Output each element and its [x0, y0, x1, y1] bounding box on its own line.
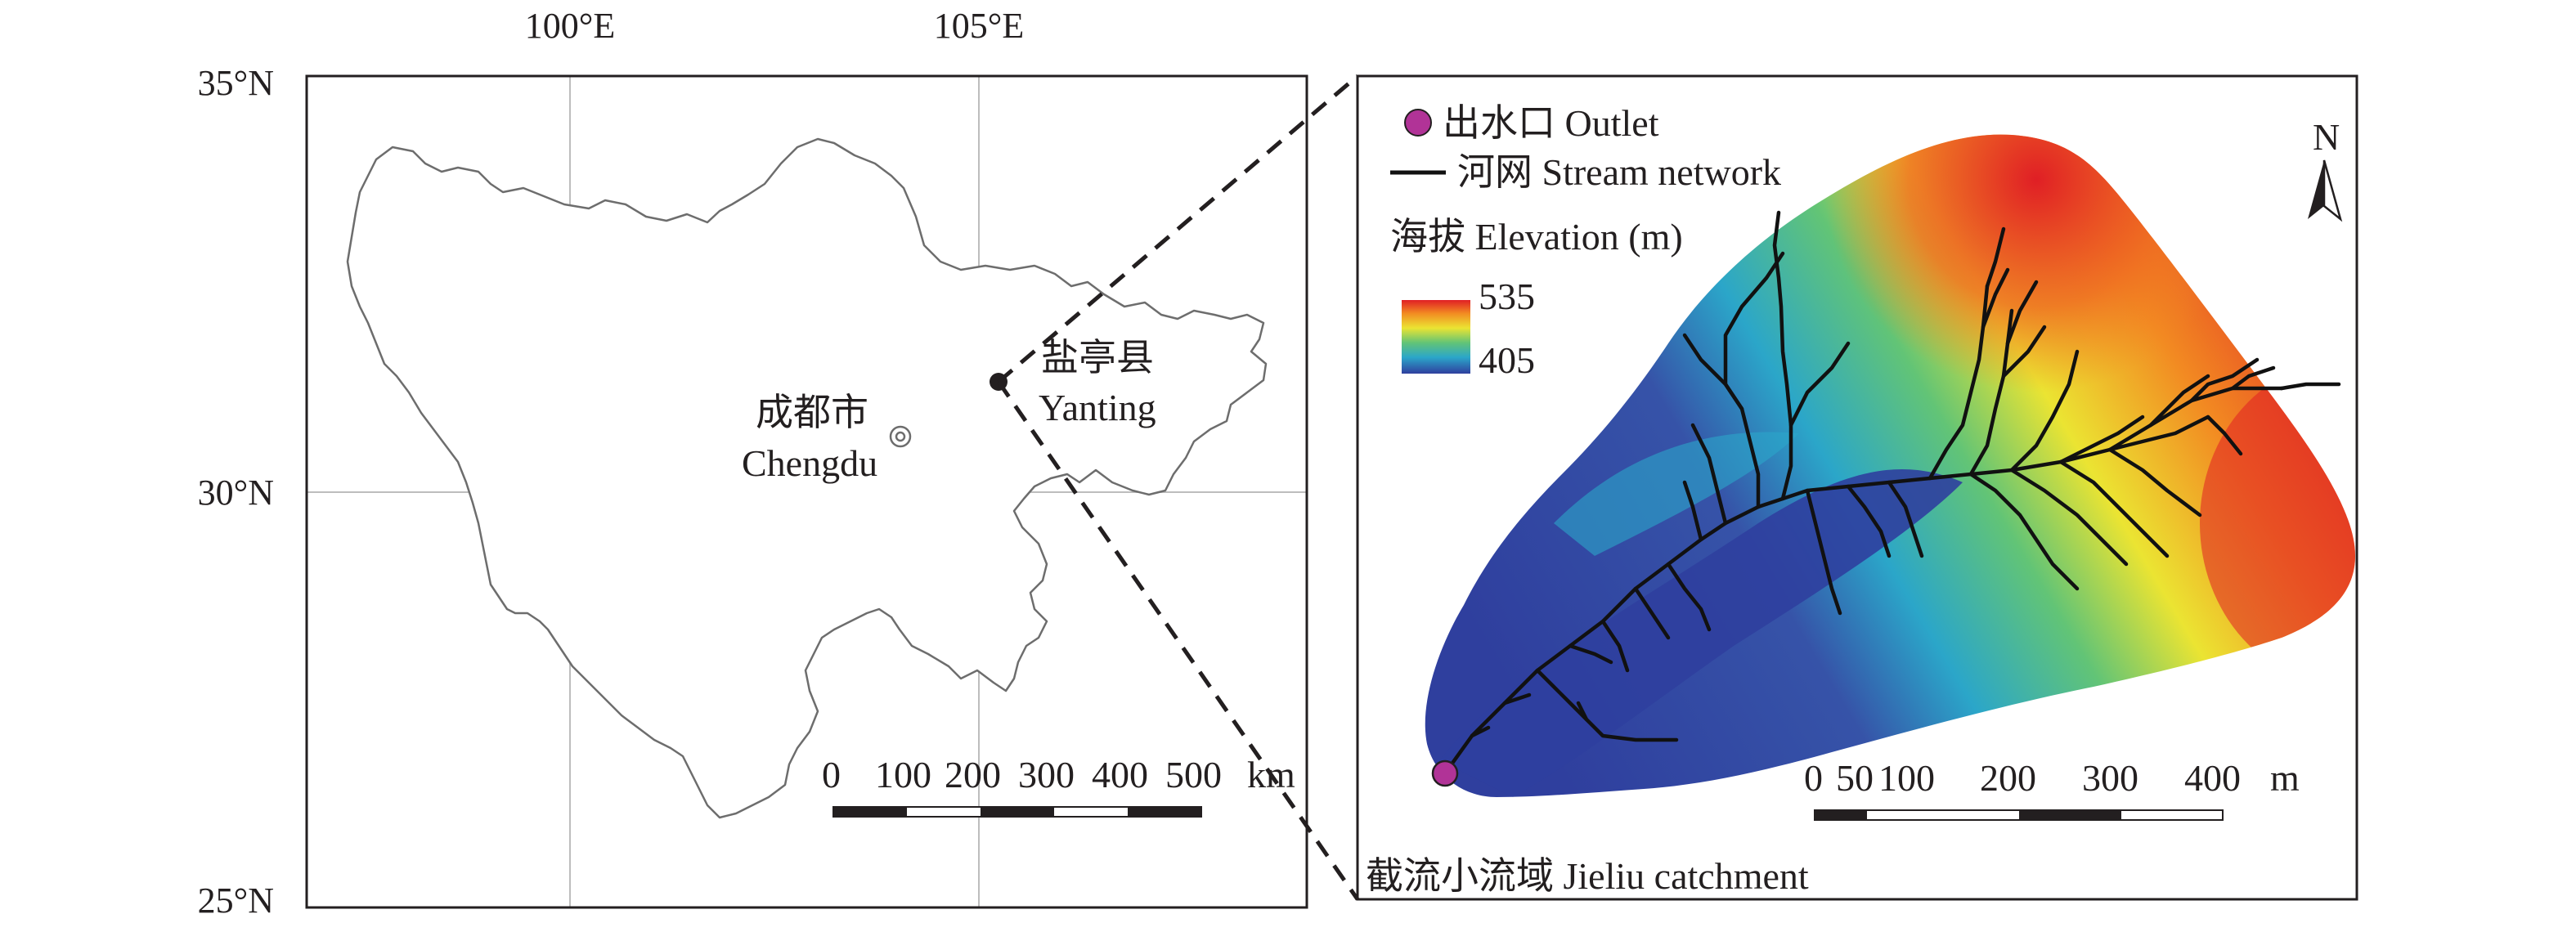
right-scale-unit: m [2270, 757, 2300, 799]
legend-elevation-colorbar [1402, 300, 1470, 374]
right-scale-tick-400: 400 [2184, 757, 2241, 799]
legend-outlet-symbol [1404, 109, 1432, 137]
lon-label-105e: 105°E [934, 6, 1024, 46]
left-scale-tick-100: 100 [875, 754, 931, 795]
left-scale-tick-0: 0 [822, 754, 841, 795]
left-map-frame [305, 74, 1308, 909]
chengdu-symbol-inner [895, 431, 906, 442]
stream-network [1443, 210, 2341, 776]
lat-label-30n: 30°N [198, 473, 274, 513]
right-scale-tick-0: 0 [1804, 757, 1823, 799]
yanting-label-cn: 盐亭县 [1041, 337, 1154, 379]
lat-label-35n: 35°N [198, 63, 274, 103]
svg-text:N: N [2313, 116, 2340, 158]
chengdu-symbol-outer [889, 425, 912, 448]
chengdu-label-en: Chengdu [742, 442, 877, 484]
catchment-elevation-surface [1425, 134, 2355, 797]
connector-line-top [997, 74, 1359, 383]
left-scale-tick-300: 300 [1018, 754, 1075, 795]
legend-stream-label: 河网 Stream network [1457, 151, 1781, 193]
left-scale-bar [832, 806, 1202, 818]
chengdu-label-cn: 成都市 [756, 392, 868, 433]
right-map-panel: 出水口 Outlet 河网 Stream network 海拔 Elevatio… [1356, 74, 2358, 901]
left-scale-tick-500: 500 [1165, 754, 1222, 795]
left-scale-tick-400: 400 [1092, 754, 1148, 795]
legend-elevation-max: 535 [1479, 276, 1535, 317]
right-scale-bar [1814, 809, 2224, 821]
right-scale-tick-200: 200 [1980, 757, 2036, 799]
right-scale-tick-300: 300 [2082, 757, 2138, 799]
sichuan-province-outline [346, 137, 1268, 819]
left-map-panel: 成都市 Chengdu 盐亭县 Yanting 0 100 200 300 40… [305, 74, 1308, 909]
legend-outlet-label: 出水口 Outlet [1443, 102, 1659, 144]
outlet-point [1431, 759, 1459, 787]
catchment-caption: 截流小流域 Jieliu catchment [1366, 855, 1809, 897]
right-scale-tick-100: 100 [1878, 757, 1935, 799]
lon-label-100e: 100°E [525, 6, 615, 46]
lat-label-25n: 25°N [198, 880, 274, 921]
right-map-frame [1356, 74, 2358, 901]
legend-elevation-min: 405 [1479, 339, 1535, 381]
legend-elevation-title: 海拔 Elevation (m) [1390, 216, 1683, 258]
north-arrow-icon: N [2308, 116, 2343, 222]
left-scale-tick-200: 200 [945, 754, 1001, 795]
right-scale-tick-50: 50 [1836, 757, 1874, 799]
yanting-label-en: Yanting [1039, 387, 1156, 428]
legend: 出水口 Outlet 河网 Stream network 海拔 Elevatio… [1390, 102, 1781, 381]
connector-line-bottom [996, 380, 1360, 901]
